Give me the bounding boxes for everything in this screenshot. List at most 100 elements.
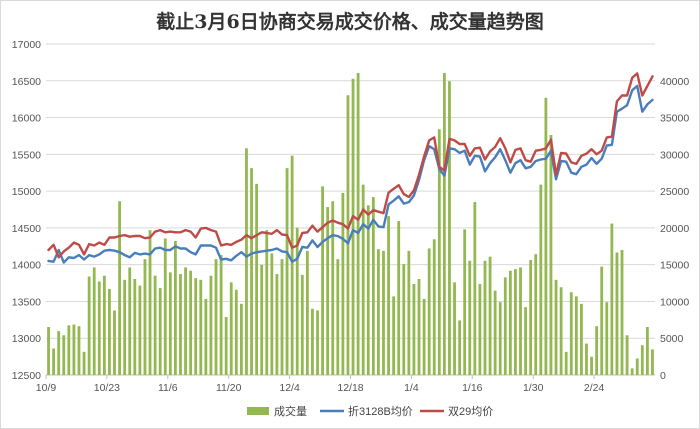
y-axis-left: 12500 13000 13500 14000 14500 15000 15500 16000… (12, 39, 41, 382)
volume-bar (87, 276, 91, 375)
volume-bar (163, 238, 167, 375)
volume-bar (331, 201, 335, 375)
volume-bar (168, 272, 172, 375)
volume-bar (184, 267, 187, 375)
volume-bar (113, 310, 116, 375)
volume-bar (422, 298, 426, 375)
volume-bar (463, 229, 467, 375)
y-left-tick-label: 16000 (12, 113, 41, 125)
y-right-tick-label: 25000 (660, 186, 689, 198)
volume-bar (407, 250, 411, 375)
volume-bar (544, 97, 548, 375)
volume-bar (412, 283, 416, 375)
y-right-tick-label: 35000 (660, 113, 689, 125)
volume-bar (316, 310, 319, 375)
x-tick-label: 11/6 (158, 382, 178, 394)
volume-bar (305, 250, 309, 375)
x-tick-label: 1/16 (462, 382, 483, 394)
volume-bar (605, 302, 609, 375)
volume-bar (442, 72, 446, 376)
volume-bar (300, 274, 304, 375)
volume-bar (524, 307, 527, 375)
volume-bar (590, 356, 593, 375)
chart-title: 截止3月6日协商交易成交价格、成交量趋势图 (156, 10, 543, 33)
volume-bar (229, 282, 233, 375)
volume-bar (351, 78, 355, 375)
volume-bar (371, 197, 375, 375)
volume-bar (255, 183, 259, 375)
legend: 成交量 折3128B均价 双29均价 (247, 404, 493, 418)
volume-bar (189, 270, 193, 375)
x-tick-label: 1/30 (523, 382, 544, 394)
volume-bar (290, 155, 294, 375)
volume-bar (559, 287, 563, 375)
volume-bar (448, 81, 451, 376)
y-right-tick-label: 20000 (660, 223, 689, 235)
volume-bar (534, 254, 538, 375)
volume-bar (321, 186, 324, 375)
y-right-tick-label: 5000 (660, 333, 684, 345)
volume-bar (585, 343, 588, 375)
volume-bar (108, 288, 111, 375)
volume-bar (366, 205, 370, 375)
volume-bar (417, 279, 421, 375)
volume-bar (549, 135, 553, 375)
x-tick-label: 10/23 (94, 382, 120, 394)
volume-bar (219, 255, 223, 375)
volume-bar (265, 230, 269, 375)
volume-bar (483, 260, 487, 375)
volume-bar (260, 264, 264, 375)
y-left-tick-label: 12500 (12, 370, 41, 382)
volume-bar (610, 223, 614, 375)
x-tick-label: 12/18 (337, 382, 363, 394)
volume-bar (564, 351, 568, 375)
y-right-tick-label: 40000 (660, 76, 689, 88)
volume-bar (387, 216, 390, 375)
volume-bar (529, 259, 533, 375)
volume-bar (280, 259, 284, 375)
volume-bar (179, 274, 182, 375)
volume-bar (503, 277, 507, 375)
volume-bar (651, 349, 654, 375)
volume-bar (377, 249, 380, 375)
x-tick-label: 10/9 (36, 382, 57, 394)
x-tick-label: 1/4 (404, 382, 419, 394)
legend-swatch-bar (247, 407, 269, 415)
y-left-tick-label: 13500 (12, 296, 41, 308)
volume-bar (453, 282, 456, 375)
volume-bar (214, 259, 218, 375)
volume-bar (382, 250, 385, 375)
y-left-tick-label: 13000 (12, 333, 41, 345)
volume-bar (554, 279, 558, 375)
x-tick-label: 2/24 (584, 382, 605, 394)
volume-bar (138, 285, 142, 375)
volume-bar (361, 184, 365, 375)
volume-bar (498, 302, 502, 375)
volume-bar (285, 168, 289, 375)
volume-bar (234, 289, 238, 375)
volume-bar (92, 267, 96, 375)
volume-bar (77, 326, 81, 375)
volume-bar (67, 325, 71, 375)
legend-label: 折3128B均价 (348, 404, 413, 418)
volume-bar (158, 288, 162, 375)
volume-bar (437, 129, 441, 375)
volume-bar (239, 303, 243, 375)
volume-bar (270, 253, 274, 375)
line-series (47, 72, 654, 264)
y-left-tick-label: 15500 (12, 149, 41, 161)
volume-bar (326, 207, 330, 375)
x-tick-label: 11/20 (216, 382, 242, 394)
volume-bar (615, 252, 619, 375)
volume-bar (199, 279, 203, 375)
volume-bar (600, 266, 604, 375)
volume-bar (133, 279, 137, 375)
volume-bar (514, 269, 517, 375)
x-axis: 10/9 10/23 11/6 11/20 12/4 12/18 1/4 1/16 1/30 2/… (36, 375, 605, 394)
volume-bar (204, 298, 208, 375)
volume-bar (458, 320, 462, 375)
y-left-tick-label: 15000 (12, 186, 41, 198)
volume-bar (336, 259, 340, 375)
volume-bar (473, 202, 477, 375)
